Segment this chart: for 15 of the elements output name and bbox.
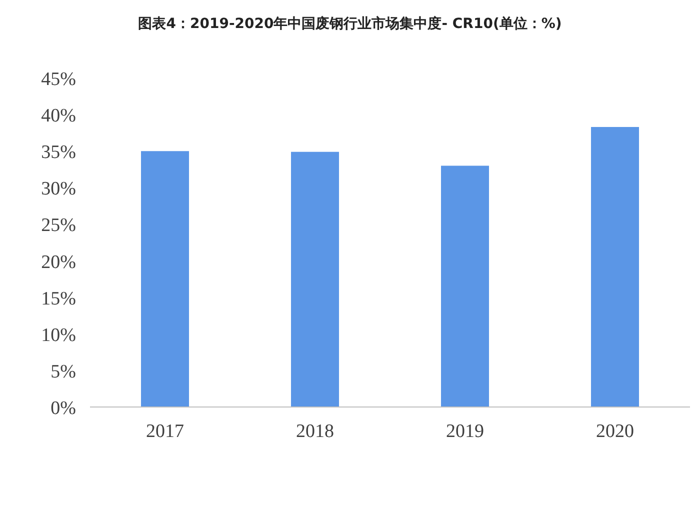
y-tick-label: 40%	[41, 106, 76, 127]
y-tick-label: 20%	[41, 252, 76, 273]
y-tick-label: 25%	[41, 215, 76, 236]
y-tick-label: 35%	[41, 142, 76, 164]
x-tick-label: 2020	[596, 421, 634, 442]
y-tick-label: 30%	[41, 178, 76, 200]
y-tick-label: 5%	[50, 361, 76, 382]
y-tick-label: 0%	[50, 398, 76, 419]
y-tick-label: 15%	[41, 288, 76, 310]
x-tick-label: 2018	[296, 421, 334, 442]
chart-title: 图表4：2019-2020年中国废钢行业市场集中度- CR10(单位：%)	[138, 15, 562, 32]
x-tick-label: 2017	[146, 421, 184, 442]
y-tick-label: 10%	[41, 324, 76, 346]
y-tick-label: 45%	[41, 69, 76, 90]
x-tick-label: 2019	[446, 421, 484, 442]
